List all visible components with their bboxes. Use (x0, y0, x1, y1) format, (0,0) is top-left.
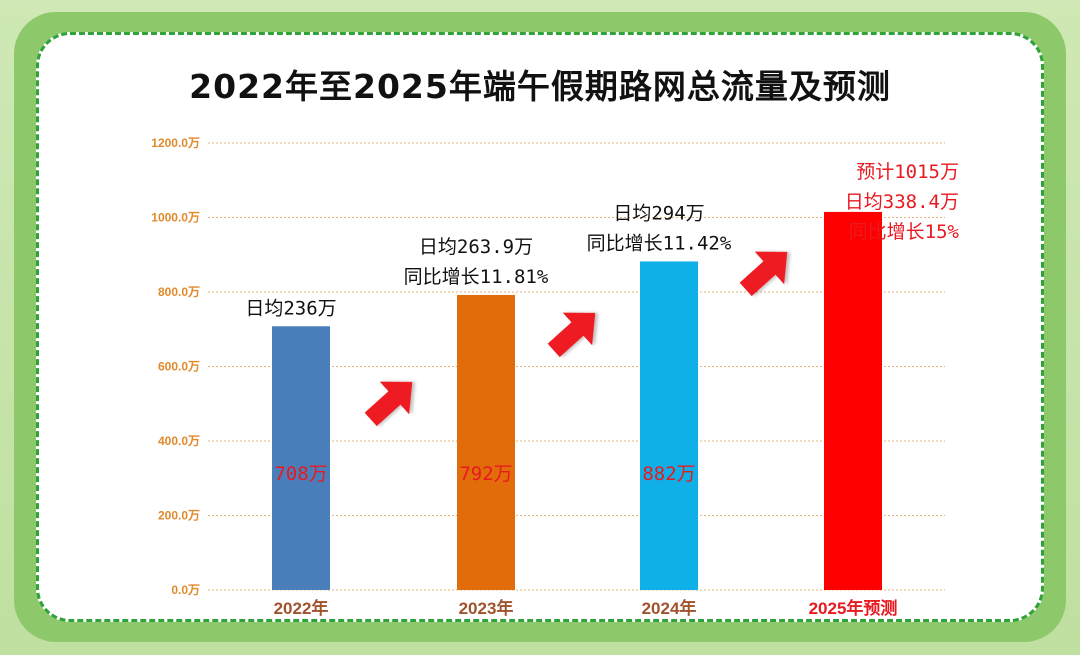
annotation-text: 预计1015万 (856, 161, 959, 183)
annotation-text: 同比增长11.42% (587, 232, 732, 254)
y-tick-label: 800.0万 (158, 285, 200, 299)
annotation-text: 日均338.4万 (845, 191, 959, 213)
chart-title: 2022年至2025年端午假期路网总流量及预测 (189, 67, 891, 106)
x-tick-label: 2025年预测 (809, 598, 898, 618)
value-label: 708万 (274, 463, 327, 485)
growth-arrows (364, 251, 788, 427)
growth-arrow-icon (364, 381, 413, 427)
annotation-text: 日均263.9万 (419, 236, 533, 258)
bar (457, 294, 515, 590)
bar (640, 261, 698, 590)
annotation-text: 日均236万 (245, 297, 336, 319)
y-tick-label: 1200.0万 (151, 136, 200, 150)
bars (272, 211, 882, 590)
annotation-text: 日均294万 (613, 202, 704, 224)
y-axis-ticks: 0.0万 200.0万 400.0万 600.0万 800.0万 1000.0万 1200.… (151, 136, 200, 597)
annotation-text: 同比增长15% (849, 221, 960, 243)
gridlines (208, 142, 945, 591)
x-axis-ticks: 2022年 2023年 2024年 2025年预测 (274, 598, 898, 618)
y-tick-label: 600.0万 (158, 360, 200, 374)
x-tick-label: 2024年 (642, 598, 697, 618)
x-tick-label: 2022年 (274, 598, 329, 618)
y-tick-label: 0.0万 (171, 583, 200, 597)
value-label: 882万 (642, 463, 695, 485)
growth-arrow-icon (739, 251, 788, 297)
bar (272, 326, 330, 590)
growth-arrow-icon (547, 312, 596, 358)
y-tick-label: 1000.0万 (151, 211, 200, 225)
y-tick-label: 400.0万 (158, 434, 200, 448)
annotation-text: 同比增长11.81% (404, 266, 549, 288)
value-label: 792万 (459, 463, 512, 485)
x-tick-label: 2023年 (459, 598, 514, 618)
bar (824, 211, 882, 590)
y-tick-label: 200.0万 (158, 509, 200, 523)
value-labels: 708万 792万 882万 (274, 463, 695, 485)
